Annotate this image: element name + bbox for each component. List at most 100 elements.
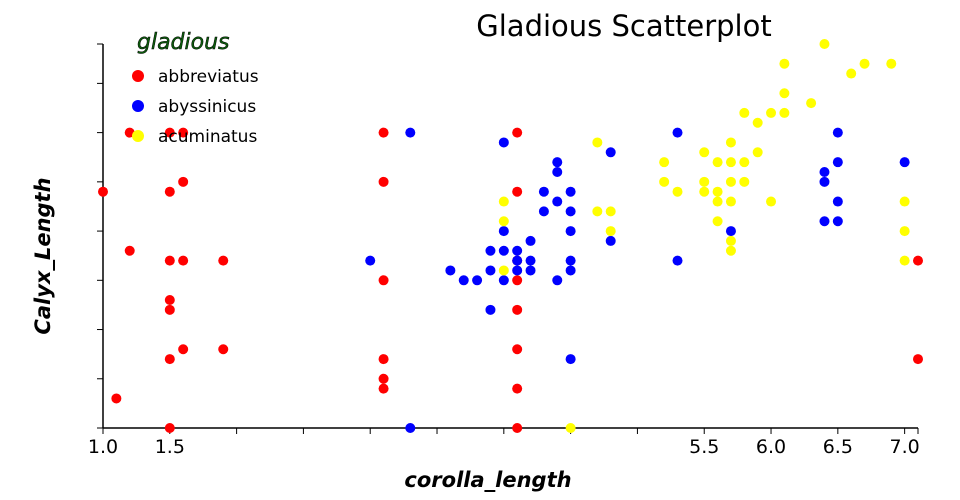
data-point [779, 107, 790, 118]
data-point [725, 176, 736, 187]
data-point [552, 157, 563, 168]
data-point [819, 39, 830, 49]
data-point [538, 186, 549, 197]
data-point [485, 304, 496, 315]
data-point [725, 137, 736, 148]
data-point [672, 127, 683, 138]
data-point [525, 235, 536, 246]
data-point [605, 147, 616, 158]
data-point [819, 176, 830, 187]
data-point [552, 196, 563, 207]
x-tick-label: 1.5 [155, 436, 185, 458]
data-point [565, 255, 576, 266]
data-point [699, 147, 710, 158]
data-points [98, 39, 923, 433]
y-axis-title: Calyx_Length [31, 177, 55, 334]
data-point [672, 255, 683, 266]
data-point [913, 354, 923, 365]
data-point [178, 344, 189, 355]
data-point [565, 206, 576, 217]
data-point [725, 196, 736, 207]
chart-title: Gladious Scatterplot [476, 9, 771, 43]
data-point [752, 117, 763, 128]
data-point [378, 354, 389, 365]
data-point [178, 176, 189, 187]
data-point [525, 265, 536, 276]
legend-swatch [132, 130, 144, 142]
data-point [111, 393, 122, 404]
data-point [164, 295, 175, 305]
data-point [178, 255, 189, 266]
data-point [832, 196, 843, 207]
data-point [819, 216, 830, 227]
x-tick-label: 6.0 [756, 436, 786, 458]
x-tick-label: 6.5 [823, 436, 853, 458]
x-axis-title: corolla_length [404, 468, 571, 492]
series-acuminatus [498, 39, 910, 433]
data-point [485, 245, 496, 256]
data-point [899, 226, 910, 237]
data-point [164, 354, 175, 365]
data-point [659, 157, 670, 168]
data-point [725, 157, 736, 168]
data-point [498, 275, 509, 286]
data-point [124, 245, 135, 256]
x-tick-label: 7.0 [890, 436, 920, 458]
data-point [899, 157, 910, 168]
data-point [512, 127, 523, 138]
data-point [512, 275, 523, 286]
data-point [819, 167, 830, 177]
data-point [552, 167, 563, 177]
data-point [712, 196, 723, 207]
legend-label: acuminatus [158, 127, 257, 147]
data-point [699, 176, 710, 187]
series-abyssinicus [365, 127, 910, 433]
data-point [485, 265, 496, 276]
data-point [164, 304, 175, 315]
data-point [98, 186, 108, 197]
data-point [605, 235, 616, 246]
data-point [592, 206, 603, 217]
data-point [565, 186, 576, 197]
data-point [472, 275, 483, 286]
data-point [164, 186, 175, 197]
data-point [712, 157, 723, 168]
y-axis [97, 43, 104, 429]
data-point [899, 196, 910, 207]
data-point [832, 127, 843, 138]
data-point [164, 127, 175, 138]
data-point [605, 226, 616, 237]
data-point [378, 275, 389, 286]
data-point [164, 423, 175, 433]
data-point [832, 216, 843, 227]
data-point [512, 186, 523, 197]
data-point [405, 423, 416, 433]
data-point [498, 245, 509, 256]
data-point [605, 206, 616, 217]
legend-swatch [132, 100, 144, 112]
data-point [565, 265, 576, 276]
data-point [725, 235, 736, 246]
data-point [565, 226, 576, 237]
legend-swatch [132, 70, 144, 82]
data-point [592, 137, 603, 148]
data-point [846, 68, 857, 79]
data-point [552, 275, 563, 286]
data-point [218, 255, 229, 266]
data-point [512, 304, 523, 315]
data-point [405, 127, 416, 138]
data-point [899, 255, 910, 266]
series-abbreviatus [98, 127, 923, 433]
data-point [913, 255, 923, 266]
legend-label: abbreviatus [158, 67, 259, 87]
data-point [512, 245, 523, 256]
data-point [378, 127, 389, 138]
data-point [458, 275, 469, 286]
data-point [178, 127, 189, 138]
data-point [739, 176, 750, 187]
data-point [498, 265, 509, 276]
data-point [886, 58, 897, 69]
legend-title: gladious [137, 30, 230, 55]
data-point [164, 255, 175, 266]
